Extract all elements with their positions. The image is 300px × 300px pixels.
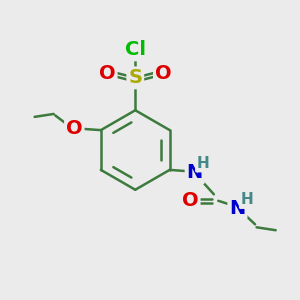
Text: O: O [99,64,116,83]
Text: O: O [182,191,199,210]
Text: O: O [66,119,83,138]
Text: H: H [241,192,253,207]
Text: N: N [187,163,203,182]
Text: H: H [196,156,209,171]
Text: Cl: Cl [125,40,146,59]
Text: N: N [229,199,245,218]
Text: O: O [155,64,172,83]
Text: S: S [128,68,142,87]
